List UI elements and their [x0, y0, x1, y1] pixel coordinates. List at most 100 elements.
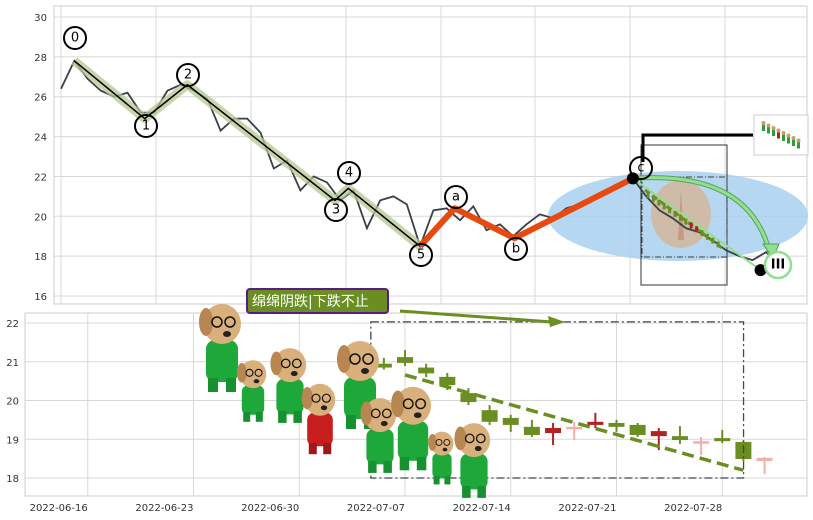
mini-candle: [646, 192, 650, 198]
dog-glasses: [211, 316, 223, 328]
dog-sticker: [391, 386, 432, 471]
dog-glasses: [291, 358, 302, 369]
x-tick-label: 2022-07-21: [558, 503, 616, 514]
dog-sticker: [428, 431, 454, 485]
x-tick-label: 2022-07-14: [453, 503, 511, 514]
dog-glasses: [435, 438, 443, 446]
dog-nose: [361, 368, 369, 374]
dog-nose: [442, 447, 448, 452]
candle-body: [629, 424, 646, 435]
dog-ear: [360, 401, 373, 426]
candle-body: [397, 357, 413, 363]
dog-ear: [391, 390, 405, 418]
dog-leg: [462, 486, 471, 498]
thumbnail-dog: [792, 139, 795, 146]
dog-leg: [444, 476, 451, 485]
thumbnail-connector: [641, 133, 753, 162]
mini-candle: [695, 226, 699, 233]
dog-ear: [270, 351, 283, 376]
dog-body: [432, 453, 452, 479]
dog-leg: [208, 378, 218, 392]
dog-leg: [383, 461, 392, 473]
wave-label-2: 2: [184, 68, 192, 83]
mini-candle: [684, 218, 688, 225]
dog-glasses: [402, 398, 414, 410]
dog-glasses: [475, 433, 486, 444]
mini-trendline: [644, 188, 723, 250]
projection-line: [632, 177, 762, 271]
wave-label-circle: [134, 114, 158, 138]
mini-candle: [673, 211, 677, 217]
dog-sticker: [360, 398, 397, 473]
dog-stickers: [199, 304, 491, 498]
impulse-wave-line: [73, 60, 421, 247]
dog-nose: [413, 412, 422, 419]
wave-label-circle: [324, 198, 348, 222]
dog-glasses: [224, 316, 236, 328]
y-tick-label: 26: [34, 93, 47, 104]
dog-nose: [253, 379, 260, 384]
y-tick-label: 16: [34, 292, 47, 303]
candle-body: [460, 393, 477, 403]
y-tick-label: 20: [6, 397, 19, 408]
annotation-arrow: [399, 309, 553, 324]
wave-label-circle: [444, 185, 468, 209]
dog-body: [460, 453, 488, 490]
dog-sticker: [199, 304, 241, 392]
y-tick-label: 28: [34, 53, 47, 64]
dog-ear: [428, 434, 437, 451]
annotation-box: [246, 288, 389, 314]
dog-leg: [477, 486, 486, 498]
annotation-arrow-head: [548, 316, 565, 327]
top-price-panel: 16 18 20 22 24 26 28 30 0 1 2 3 4 5 a b c: [34, 5, 809, 305]
wave-label-3: 3: [332, 203, 340, 218]
dog-sticker: [236, 360, 267, 422]
wave-label-circle: [176, 63, 200, 87]
x-tick-label: 2022-06-16: [30, 503, 88, 514]
thumbnail-dog-head: [766, 123, 771, 128]
dog-ear: [236, 363, 247, 383]
mini-candle: [678, 214, 682, 221]
dog-glasses: [464, 433, 475, 444]
thumbnail-dog: [787, 136, 790, 144]
dog-body: [307, 412, 333, 447]
y-tick-label: 30: [34, 13, 47, 24]
x-tick-label: 2022-06-23: [135, 503, 193, 514]
thumbnail-dog: [797, 141, 800, 149]
wave-label-0: 0: [71, 31, 79, 46]
dog-ear: [199, 308, 213, 336]
candle-body: [650, 431, 667, 437]
candle-body: [566, 426, 583, 430]
thumbnail-dog-head: [791, 136, 796, 140]
thumbnail-dog-head: [771, 126, 776, 130]
y-tick-label: 20: [34, 212, 47, 223]
dog-glasses: [311, 393, 321, 403]
projection-arc: [632, 176, 772, 255]
y-tick-label: 24: [34, 133, 47, 144]
wave-iii-dot: [754, 264, 767, 277]
dog-glasses: [245, 368, 254, 377]
mini-candle: [700, 230, 704, 236]
dog-ear: [337, 345, 351, 373]
thumbnail-frame: [753, 114, 809, 156]
dog-body: [241, 385, 265, 415]
overlay-labels: III: [771, 258, 786, 273]
thumbnail-dog-head: [776, 128, 781, 133]
dog-sticker: [301, 383, 336, 455]
candle-body: [545, 428, 562, 434]
candle-body: [439, 376, 456, 385]
wave-label-circle: [504, 237, 528, 261]
dog-body: [366, 428, 394, 465]
candle-body: [671, 436, 688, 441]
dog-leg: [433, 476, 440, 485]
dog-nose: [474, 446, 482, 452]
candle-body: [375, 363, 392, 368]
candle-body: [502, 417, 519, 425]
dog-leg: [416, 457, 427, 471]
dog-nose: [290, 371, 298, 377]
wave-label-circle: [409, 243, 433, 267]
thumbnail-dog-head: [796, 138, 801, 143]
y-tick-label: 22: [6, 319, 19, 330]
thumbnail-dog-head: [761, 121, 766, 125]
